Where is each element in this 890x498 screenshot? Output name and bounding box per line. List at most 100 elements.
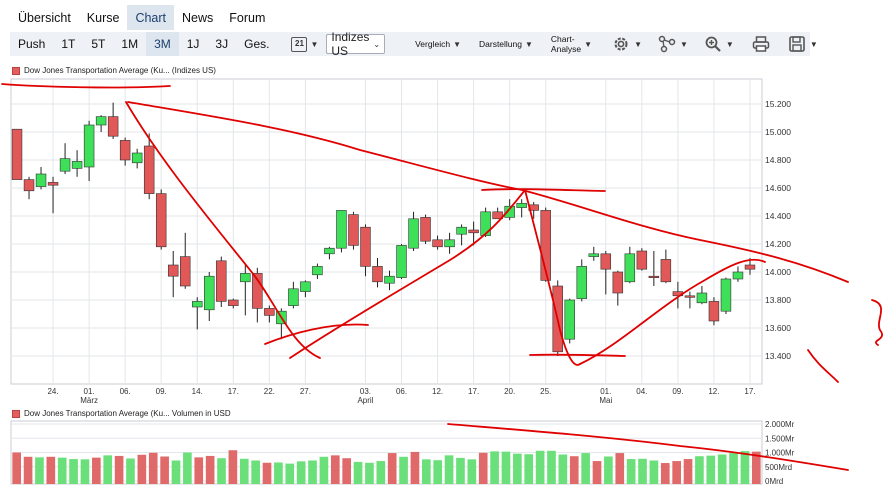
candle-body	[348, 214, 359, 246]
candle-body	[492, 211, 503, 220]
annotation-stroke	[529, 353, 626, 357]
volume-bar	[330, 455, 340, 484]
dropdown-darstellung[interactable]: Darstellung ▼	[479, 34, 533, 54]
candle-body	[47, 182, 59, 186]
period-3j[interactable]: 3J	[215, 37, 229, 51]
candle-body	[155, 193, 167, 248]
candle-body	[684, 295, 696, 298]
candle-body	[95, 116, 107, 126]
candle-body	[167, 264, 179, 277]
volume-bar	[239, 458, 249, 484]
series-color-swatch	[12, 66, 20, 75]
chart-toolbar: Push 1T 5T 1M 3M 1J 3J Ges. 21 ▼ Indizes US ⌄ V…	[10, 30, 818, 58]
index-select[interactable]: Indizes US ⌄	[326, 30, 386, 58]
series-color-swatch	[12, 409, 20, 418]
candle-body	[360, 226, 371, 267]
annotation-stroke	[579, 258, 766, 365]
annotation-stroke	[871, 299, 883, 346]
volume-bar	[513, 453, 522, 484]
volume-legend-label: Dow Jones Transportation Average (Ku... …	[24, 409, 231, 418]
price-x-tick-label: 12.	[708, 387, 719, 396]
period-1t[interactable]: 1T	[61, 37, 76, 51]
volume-bar	[547, 450, 556, 484]
candle-body	[540, 210, 551, 281]
candle-body	[564, 299, 575, 340]
price-x-tick-label: 22.	[264, 387, 275, 396]
price-y-tick-label: 13.800	[765, 295, 791, 305]
volume-bar	[365, 462, 374, 484]
annotation-stroke	[481, 188, 606, 192]
chevron-down-icon: ▼	[453, 39, 461, 49]
annotation-stroke	[447, 423, 849, 471]
price-x-tick-label: 12.	[432, 387, 443, 396]
period-1j[interactable]: 1J	[186, 37, 200, 51]
tab-news[interactable]: News	[182, 11, 214, 25]
candle-body	[408, 218, 419, 249]
price-y-tick-label: 13.400	[765, 351, 791, 361]
candle-body	[71, 161, 83, 169]
volume-bar	[148, 452, 158, 484]
candle-body	[23, 179, 35, 192]
price-x-tick-label: 17.	[744, 387, 755, 396]
volume-bar	[751, 451, 761, 484]
annotation-stroke	[125, 101, 321, 359]
volume-bar	[592, 461, 602, 484]
candle-body	[744, 264, 756, 270]
period-selector: Push 1T 5T 1M 3M 1J 3J Ges.	[10, 32, 277, 56]
volume-bar	[103, 455, 113, 484]
volume-bar	[399, 456, 408, 484]
tab-bersicht[interactable]: Übersicht	[18, 11, 71, 25]
save-button[interactable]: ▼	[788, 35, 818, 53]
price-y-tick-label: 14.800	[765, 155, 791, 165]
candle-body	[300, 281, 311, 292]
period-3m[interactable]: 3M	[146, 32, 179, 56]
calendar-button[interactable]: 21 ▼	[291, 36, 319, 52]
tab-kurse[interactable]: Kurse	[86, 11, 120, 25]
zoom-button[interactable]: ▼	[704, 35, 734, 53]
dropdown-label: Vergleich	[415, 39, 451, 49]
candle-body	[456, 226, 467, 235]
volume-bar	[296, 461, 306, 484]
period-push[interactable]: Push	[18, 37, 46, 51]
volume-y-tick-label: 1.000Mr	[765, 449, 795, 458]
price-plot-area	[10, 78, 763, 385]
period-ges[interactable]: Ges.	[244, 37, 270, 51]
price-y-tick-label: 14.400	[765, 211, 791, 221]
volume-bar	[205, 455, 215, 484]
candle-body	[324, 247, 335, 255]
candle-body	[624, 253, 636, 283]
volume-bar	[660, 463, 670, 484]
dropdown-chartanalyse[interactable]: Chart-Analyse ▼	[551, 34, 592, 54]
print-button[interactable]	[752, 35, 770, 53]
tab-forum[interactable]: Forum	[229, 11, 266, 25]
volume-bar	[740, 451, 750, 484]
volume-bar	[524, 454, 534, 484]
candle-body	[720, 278, 732, 312]
volume-bar	[706, 455, 716, 484]
settings-button[interactable]: ▼	[612, 35, 642, 53]
volume-bar	[444, 455, 454, 484]
candle-body	[107, 116, 119, 137]
price-y-tick-label: 15.000	[765, 127, 791, 137]
price-legend: Dow Jones Transportation Average (Ku... …	[12, 66, 216, 75]
tab-chart[interactable]: Chart	[127, 5, 175, 30]
price-x-tick-label: 09.	[672, 387, 683, 396]
candle-body	[119, 140, 131, 161]
price-legend-label: Dow Jones Transportation Average (Ku... …	[24, 66, 216, 75]
network-button[interactable]: ▼	[658, 35, 688, 53]
chevron-down-icon: ▼	[310, 39, 319, 49]
period-1m[interactable]: 1M	[121, 37, 139, 51]
candle-body	[252, 273, 263, 309]
candle-body	[11, 128, 23, 180]
volume-bar	[501, 451, 511, 484]
volume-bar	[308, 460, 317, 484]
print-icon	[752, 36, 770, 52]
dropdown-vergleich[interactable]: Vergleich ▼	[415, 34, 461, 54]
candle-body	[180, 256, 191, 287]
volume-bar	[387, 453, 397, 484]
volume-bar	[376, 461, 386, 484]
price-x-month-label: Mai	[599, 396, 612, 405]
volume-bar	[319, 456, 329, 484]
period-5t[interactable]: 5T	[91, 37, 106, 51]
